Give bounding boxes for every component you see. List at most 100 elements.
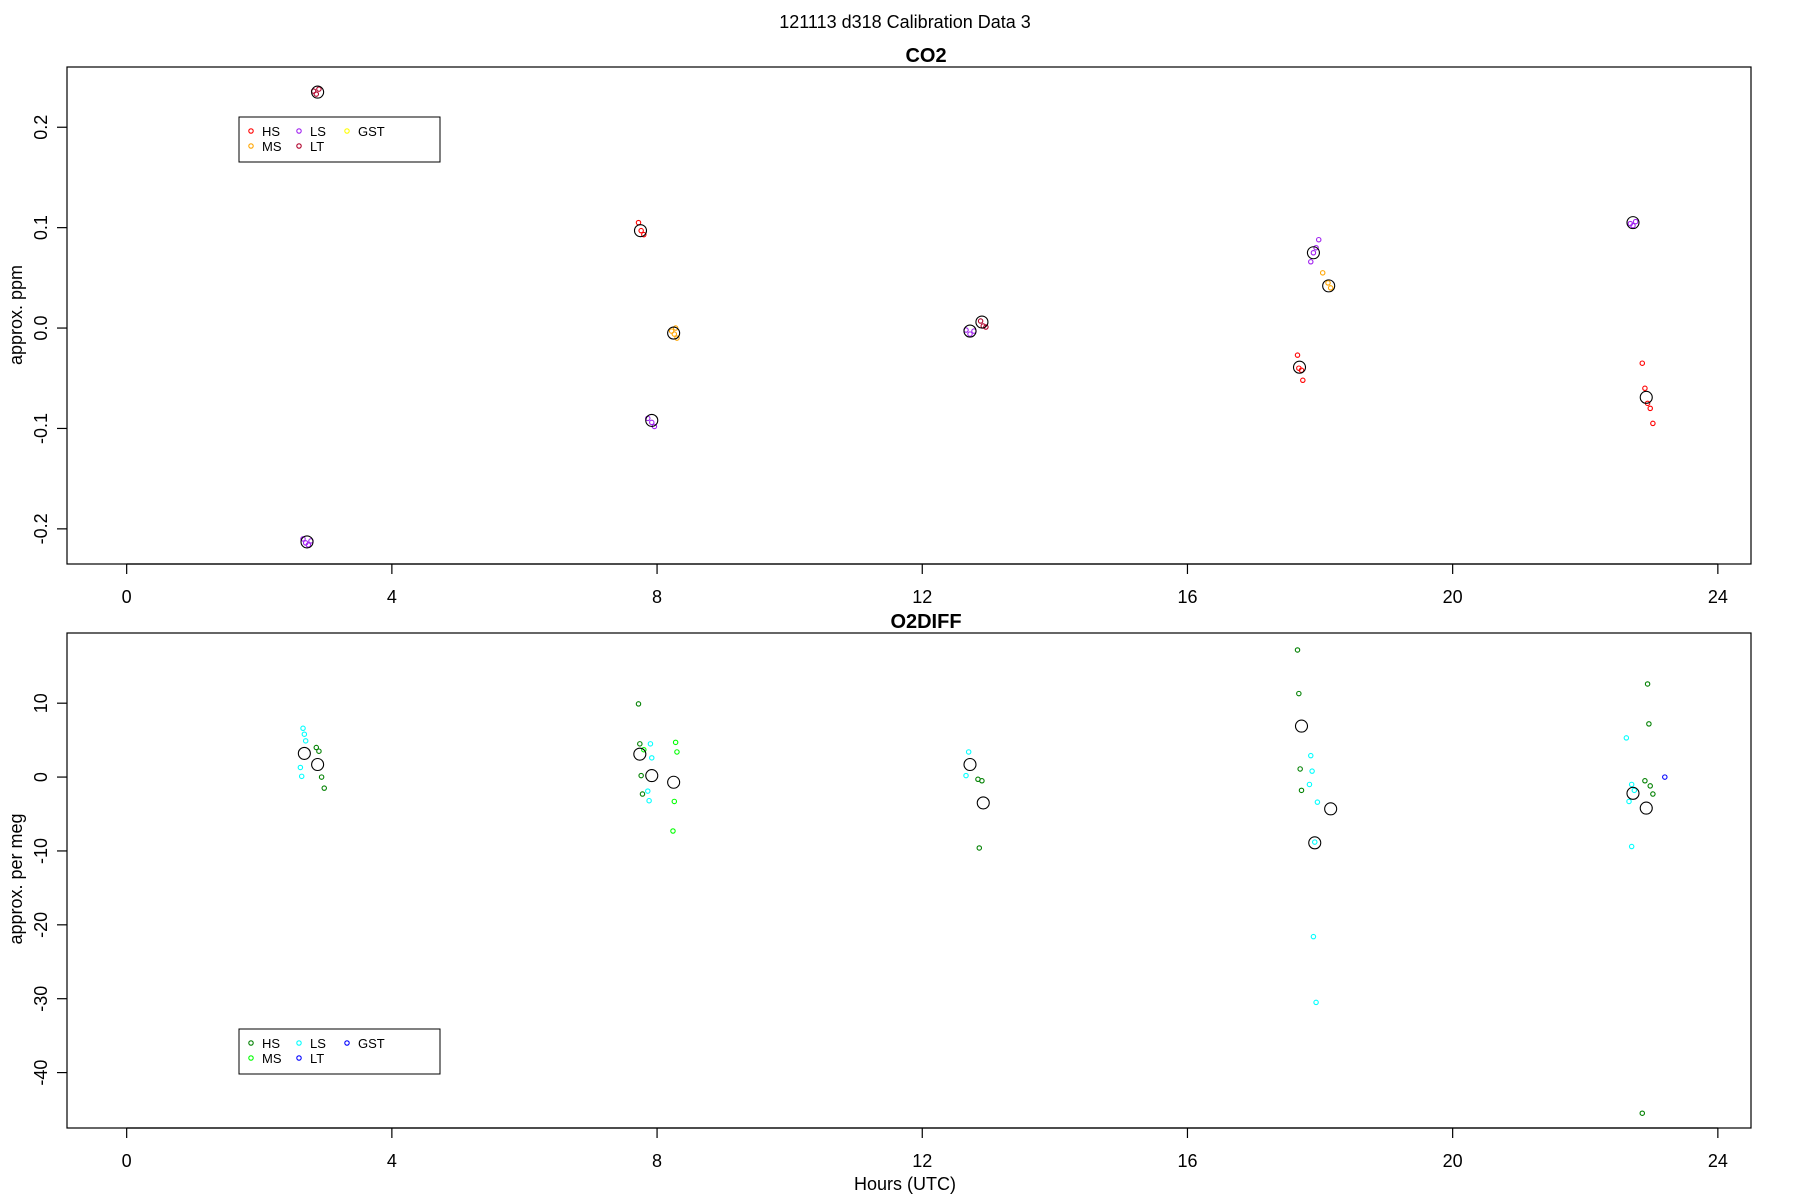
o2diff-x-tick-label: 16	[1177, 1151, 1197, 1171]
co2-mean-marker	[1639, 390, 1653, 404]
o2diff-legend-box	[238, 1028, 441, 1075]
co2-x-tick-label: 24	[1708, 587, 1728, 607]
o2diff-panel-title: O2DIFF	[890, 611, 961, 633]
co2-point-hs	[1294, 352, 1301, 358]
o2diff-point-hs	[979, 778, 985, 784]
co2-x-axis: 0 4 8 12 16 20 24	[122, 563, 1728, 607]
co2-point-ls	[649, 419, 655, 426]
o2diff-point-hs	[1294, 647, 1301, 653]
o2diff-point-hs	[1650, 791, 1656, 797]
o2diff-legend-marker-gst	[344, 1040, 350, 1046]
o2diff-point-ls	[1314, 799, 1321, 805]
o2diff-point-hs	[1644, 681, 1651, 687]
o2diff-point-hs	[316, 748, 322, 754]
o2diff-mean-marker	[976, 796, 990, 810]
o2diff-y-tick-label: -30	[31, 986, 51, 1012]
co2-point-hs	[1650, 420, 1656, 427]
o2diff-point-ls	[1308, 752, 1314, 759]
o2diff-x-tick-label: 20	[1443, 1151, 1463, 1171]
co2-point-hs	[1642, 385, 1648, 392]
o2diff-x-tick-label: 8	[652, 1151, 662, 1171]
o2diff-point-hs	[318, 774, 325, 780]
co2-y-axis: -0.2 -0.1 0.0 0.1 0.2	[31, 115, 67, 544]
co2-point-ms	[668, 328, 675, 334]
co2-x-tick-label: 20	[1443, 587, 1463, 607]
o2diff-mean-marker	[1639, 801, 1653, 815]
co2-legend-marker-gst	[344, 128, 350, 134]
co2-mean-marker	[963, 324, 977, 338]
co2-legend-marker-hs	[248, 128, 254, 134]
o2diff-point-ls	[1313, 999, 1319, 1006]
co2-mean-marker	[311, 85, 325, 99]
o2diff-mean-marker	[667, 775, 681, 789]
o2diff-legend-label-hs: HS	[262, 1036, 280, 1051]
o2diff-y-axis: -40 -30 -20 -10 0 10	[31, 693, 67, 1086]
o2diff-mean-marker	[633, 747, 647, 761]
x-axis-label: Hours (UTC)	[854, 1174, 956, 1194]
co2-point-ls	[967, 331, 973, 337]
o2diff-point-ls	[645, 788, 651, 794]
o2diff-mean-marker	[1294, 719, 1309, 733]
co2-y-tick-label: -0.1	[31, 413, 51, 444]
o2diff-point-ls	[647, 741, 654, 747]
o2diff-y-axis-label: approx. per meg	[6, 813, 26, 944]
co2-y-tick-label: 0.0	[31, 316, 51, 341]
co2-point-ls	[300, 536, 306, 542]
co2-panel-title: CO2	[905, 45, 946, 67]
o2diff-mean-marker	[297, 746, 311, 760]
o2diff-panel: O2DIFF approx. per meg 0 4 8 12 16 20 24 -40 -3…	[6, 611, 1752, 1171]
co2-mean-marker	[1292, 360, 1307, 374]
co2-point-ls	[1308, 259, 1314, 265]
o2diff-point-ls	[1623, 735, 1630, 741]
co2-x-tick-label: 8	[652, 587, 662, 607]
co2-y-tick-label: 0.1	[31, 215, 51, 240]
o2diff-point-ls	[297, 764, 304, 771]
o2diff-point-hs	[1642, 778, 1648, 784]
co2-y-axis-label: approx. ppm	[6, 265, 26, 365]
co2-point-ls	[1630, 222, 1636, 229]
co2-point-ms	[674, 335, 680, 341]
o2diff-mean-marker	[1324, 802, 1338, 816]
o2diff-point-ms	[674, 749, 680, 755]
co2-x-tick-label: 16	[1177, 587, 1197, 607]
co2-point-lt	[977, 318, 984, 324]
o2diff-point-hs	[1646, 721, 1652, 727]
co2-mean-marker	[1626, 216, 1640, 230]
co2-legend-box	[238, 116, 441, 163]
co2-point-lt	[313, 91, 320, 97]
o2diff-point-hs	[639, 791, 646, 797]
co2-legend-marker-ls	[296, 128, 302, 134]
o2diff-point-ms	[671, 798, 678, 805]
co2-panel: CO2 approx. ppm 0 4 8 12 16 20 24 -0.2 -0.1 0.0 0…	[6, 45, 1752, 607]
o2diff-legend-marker-ms	[248, 1055, 254, 1061]
co2-point-lt	[983, 324, 989, 330]
o2diff-legend-label-ls: LS	[310, 1036, 326, 1051]
co2-legend-marker-ms	[248, 143, 254, 149]
o2diff-point-ms	[641, 746, 647, 753]
co2-markers	[300, 85, 1656, 549]
o2diff-point-ms	[670, 828, 676, 834]
o2diff-point-lt	[1662, 774, 1668, 780]
o2diff-mean-marker	[645, 769, 659, 783]
co2-point-ms	[1325, 280, 1331, 286]
o2diff-point-ls	[1631, 787, 1638, 794]
co2-point-ls	[305, 542, 312, 548]
o2diff-legend-marker-ls	[296, 1040, 302, 1046]
co2-point-ms	[671, 331, 678, 337]
co2-mean-marker	[1322, 279, 1336, 293]
o2diff-point-hs	[1297, 766, 1303, 772]
o2diff-point-hs	[1298, 787, 1305, 794]
o2diff-point-ls	[302, 738, 309, 744]
o2diff-point-ls	[300, 725, 306, 732]
o2diff-legend-marker-hs	[248, 1040, 254, 1046]
co2-point-ls	[1313, 244, 1319, 251]
co2-legend-marker-lt	[296, 143, 302, 149]
o2diff-x-tick-label: 4	[387, 1151, 397, 1171]
o2diff-legend-label-ms: MS	[262, 1051, 282, 1066]
co2-mean-marker	[633, 224, 648, 238]
co2-point-hs	[1647, 405, 1653, 412]
o2diff-point-ms	[672, 739, 679, 746]
o2diff-point-ls	[1306, 781, 1313, 788]
o2diff-legend-marker-lt	[296, 1055, 302, 1061]
